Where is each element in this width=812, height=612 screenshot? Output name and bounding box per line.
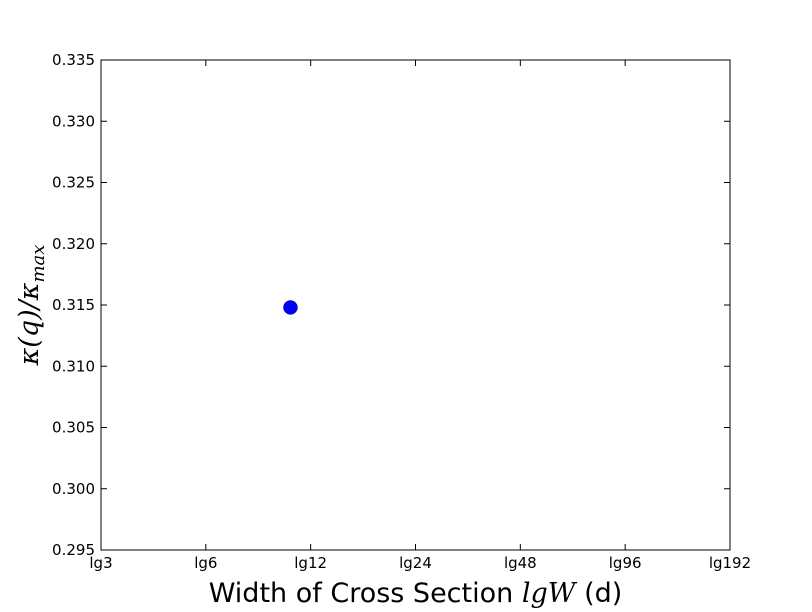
y-axis-label-subscript: max [28, 245, 49, 283]
data-point [283, 300, 298, 315]
y-tick-label: 0.335 [52, 51, 95, 69]
y-tick-label: 0.320 [52, 235, 95, 253]
x-axis-label-suffix: (d) [576, 578, 623, 609]
x-tick-label: lg6 [194, 554, 217, 572]
x-tick-labels: lg3 lg6 lg12 lg24 lg48 lg96 lg192 [89, 554, 751, 572]
x-tick-label: lg96 [609, 554, 642, 572]
x-tick-label: lg12 [294, 554, 327, 572]
y-tick-label: 0.305 [52, 419, 95, 437]
x-axis-label-math: lgW [522, 578, 578, 609]
y-tick-label: 0.330 [52, 112, 95, 130]
ticks-layer [100, 59, 731, 551]
plot-frame [100, 59, 731, 551]
y-axis-label: κ(q)/κmax [14, 245, 49, 367]
x-tick-label: lg192 [709, 554, 751, 572]
y-axis-label-kappa: κ [14, 282, 45, 301]
y-tick-label: 0.310 [52, 357, 95, 375]
y-tick-label: 0.300 [52, 480, 95, 498]
y-tick-label: 0.315 [52, 296, 95, 314]
y-tick-label: 0.325 [52, 174, 95, 192]
x-tick-label: lg3 [89, 554, 112, 572]
x-axis-label-prefix: Width of Cross Section [209, 578, 522, 609]
x-axis-label: Width of Cross Section lgW (d) [209, 578, 623, 609]
x-tick-label: lg24 [399, 554, 432, 572]
y-axis-label-numerator: κ(q) [14, 309, 45, 366]
y-axis-label-slash: / [14, 297, 45, 312]
x-tick-label: lg48 [504, 554, 537, 572]
data-points [283, 300, 298, 315]
y-tick-labels: 0.295 0.300 0.305 0.310 0.315 0.320 0.325 0.330… [52, 51, 95, 559]
y-tick-label: 0.295 [52, 541, 95, 559]
